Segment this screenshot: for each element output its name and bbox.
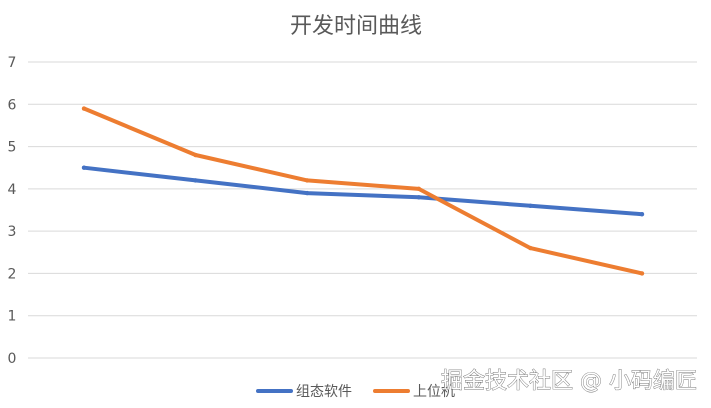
data-point xyxy=(305,178,310,183)
y-tick-label: 7 xyxy=(8,55,17,71)
legend-label-0: 组态软件 xyxy=(296,384,352,400)
data-point xyxy=(639,212,645,217)
data-point xyxy=(416,195,421,200)
y-tick-label: 6 xyxy=(8,97,17,113)
y-tick-label: 4 xyxy=(8,182,17,198)
data-point xyxy=(81,106,87,111)
series-line-0 xyxy=(82,165,644,217)
series-lines xyxy=(81,106,645,276)
data-point xyxy=(528,245,533,251)
y-tick-label: 2 xyxy=(8,266,17,282)
data-point xyxy=(639,271,645,276)
data-point xyxy=(81,165,87,170)
data-point xyxy=(416,186,421,192)
data-point xyxy=(528,203,533,208)
y-tick-label: 1 xyxy=(8,309,17,325)
gridlines xyxy=(28,61,697,359)
y-tick-label: 3 xyxy=(8,224,17,240)
legend-label-1: 上位机 xyxy=(413,384,455,400)
y-tick-label: 0 xyxy=(8,351,17,367)
chart-title: 开发时间曲线 xyxy=(290,14,422,39)
series-line-1 xyxy=(82,106,644,276)
watermark: 掘金技术社区 @ 小码编匠 xyxy=(441,369,697,394)
legend: 组态软件 上位机 xyxy=(256,384,455,400)
y-tick-label: 5 xyxy=(8,140,17,156)
data-point xyxy=(193,178,198,183)
y-axis-tick-labels: 0 1 2 3 4 5 6 7 xyxy=(8,55,17,367)
data-point xyxy=(193,152,198,158)
data-point xyxy=(305,190,310,196)
